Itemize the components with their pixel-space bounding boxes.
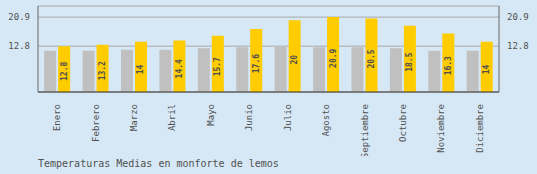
svg-text:Diciembre: Diciembre [475,104,485,153]
svg-text:Mayo: Mayo [206,104,216,126]
svg-text:14: 14 [136,64,145,74]
svg-text:Abril: Abril [167,104,177,131]
svg-text:20: 20 [290,55,299,65]
svg-text:Enero: Enero [52,104,62,131]
svg-text:20.9: 20.9 [8,12,30,22]
svg-text:Febrero: Febrero [91,104,101,142]
svg-text:Agosto: Agosto [321,104,331,137]
svg-text:14: 14 [482,64,491,74]
svg-text:Julio: Julio [283,104,293,131]
svg-text:16.3: 16.3 [444,56,453,75]
svg-text:Septiembre: Septiembre [360,104,370,156]
svg-text:Junio: Junio [244,104,254,131]
svg-text:13.2: 13.2 [98,61,107,80]
svg-text:Octubre: Octubre [398,104,408,142]
svg-text:12.8: 12.8 [8,41,30,51]
svg-text:17.6: 17.6 [252,54,261,73]
svg-text:12.8: 12.8 [60,62,69,81]
svg-text:Noviembre: Noviembre [436,104,446,153]
svg-text:20.9: 20.9 [329,48,338,67]
svg-text:Marzo: Marzo [129,104,139,131]
svg-text:18.5: 18.5 [405,52,414,71]
svg-text:14.4: 14.4 [175,59,184,78]
svg-text:20.5: 20.5 [367,49,376,68]
svg-text:12.8: 12.8 [507,41,529,51]
html-text:Temperaturas Medias en monfort: Temperaturas Medias en monforte de lemos [38,158,279,169]
svg-text:15.7: 15.7 [213,57,222,76]
svg-text:20.9: 20.9 [507,12,529,22]
